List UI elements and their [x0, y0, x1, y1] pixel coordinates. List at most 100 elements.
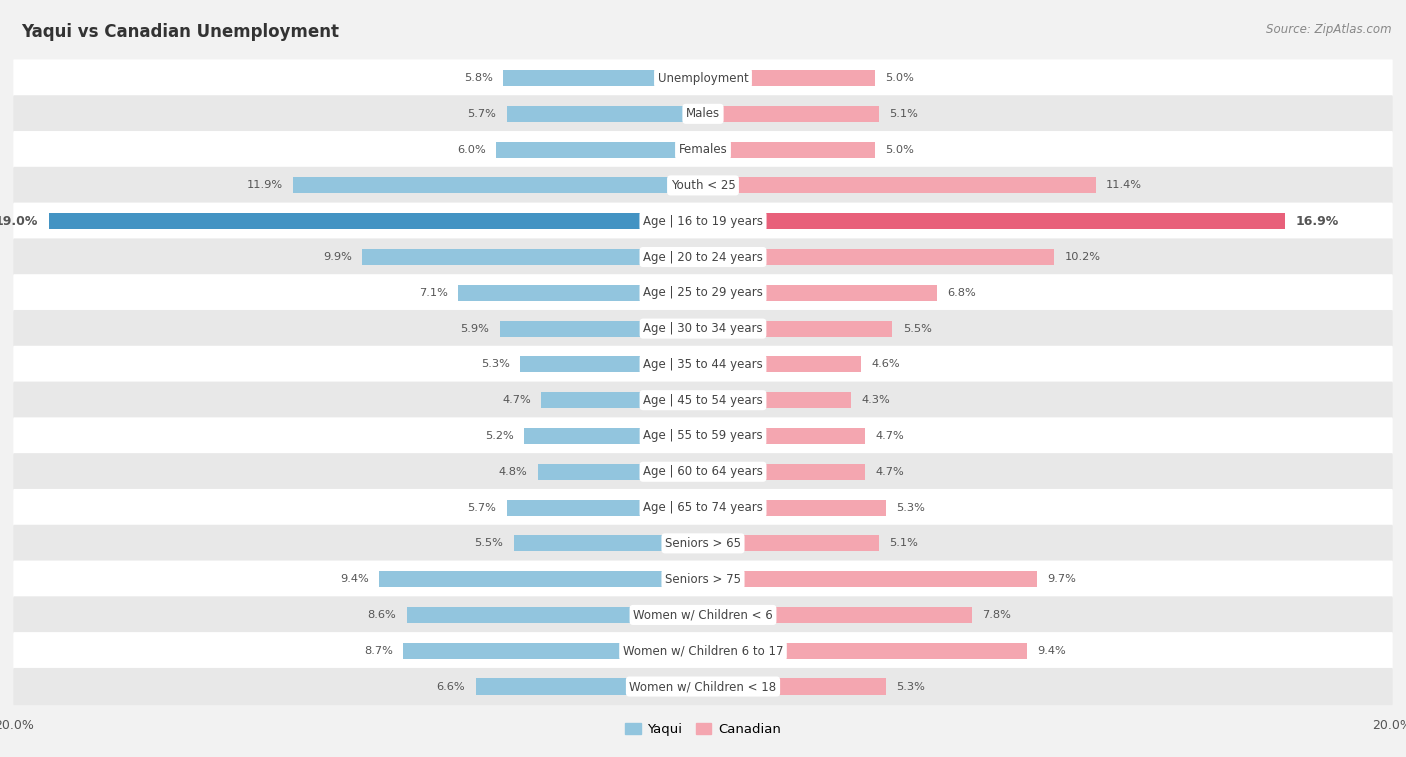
- Text: 5.5%: 5.5%: [903, 323, 932, 334]
- Bar: [703, 320, 893, 337]
- Text: 5.1%: 5.1%: [889, 538, 918, 548]
- FancyBboxPatch shape: [14, 668, 1392, 705]
- Bar: [406, 607, 703, 623]
- Text: 7.8%: 7.8%: [981, 610, 1011, 620]
- Bar: [703, 213, 1285, 229]
- FancyBboxPatch shape: [14, 95, 1392, 132]
- Text: 4.7%: 4.7%: [875, 431, 904, 441]
- FancyBboxPatch shape: [14, 203, 1392, 240]
- Bar: [703, 392, 851, 408]
- Bar: [703, 643, 1026, 659]
- Text: Women w/ Children 6 to 17: Women w/ Children 6 to 17: [623, 644, 783, 657]
- Bar: [703, 177, 1095, 194]
- Text: 5.5%: 5.5%: [474, 538, 503, 548]
- FancyBboxPatch shape: [14, 274, 1392, 311]
- Text: Source: ZipAtlas.com: Source: ZipAtlas.com: [1267, 23, 1392, 36]
- Bar: [458, 285, 703, 301]
- Text: 4.7%: 4.7%: [502, 395, 531, 405]
- Bar: [361, 249, 703, 265]
- Text: 8.7%: 8.7%: [364, 646, 392, 656]
- Bar: [503, 70, 703, 86]
- Bar: [703, 106, 879, 122]
- FancyBboxPatch shape: [14, 310, 1392, 347]
- Bar: [703, 464, 865, 480]
- Bar: [703, 607, 972, 623]
- Bar: [506, 500, 703, 516]
- Text: 9.7%: 9.7%: [1047, 574, 1077, 584]
- Text: Age | 35 to 44 years: Age | 35 to 44 years: [643, 358, 763, 371]
- Bar: [541, 392, 703, 408]
- Text: Males: Males: [686, 107, 720, 120]
- Text: 16.9%: 16.9%: [1295, 215, 1339, 228]
- Text: Age | 16 to 19 years: Age | 16 to 19 years: [643, 215, 763, 228]
- Text: Women w/ Children < 6: Women w/ Children < 6: [633, 609, 773, 621]
- Text: 6.8%: 6.8%: [948, 288, 976, 298]
- FancyBboxPatch shape: [14, 131, 1392, 168]
- Text: 9.4%: 9.4%: [340, 574, 368, 584]
- Legend: Yaqui, Canadian: Yaqui, Canadian: [620, 718, 786, 741]
- Bar: [524, 428, 703, 444]
- Text: 6.6%: 6.6%: [437, 681, 465, 692]
- Bar: [703, 357, 862, 372]
- Text: 9.9%: 9.9%: [323, 252, 352, 262]
- FancyBboxPatch shape: [14, 167, 1392, 204]
- FancyBboxPatch shape: [14, 560, 1392, 598]
- Text: 9.4%: 9.4%: [1038, 646, 1066, 656]
- Bar: [703, 285, 938, 301]
- Text: 5.7%: 5.7%: [467, 503, 496, 512]
- Bar: [703, 571, 1038, 587]
- Text: Seniors > 75: Seniors > 75: [665, 572, 741, 586]
- Text: 5.8%: 5.8%: [464, 73, 494, 83]
- Text: 4.8%: 4.8%: [499, 467, 527, 477]
- Text: 8.6%: 8.6%: [368, 610, 396, 620]
- Text: Unemployment: Unemployment: [658, 72, 748, 85]
- Text: 5.2%: 5.2%: [485, 431, 513, 441]
- FancyBboxPatch shape: [14, 489, 1392, 526]
- Text: Age | 55 to 59 years: Age | 55 to 59 years: [643, 429, 763, 443]
- Text: 5.3%: 5.3%: [481, 360, 510, 369]
- Text: 5.3%: 5.3%: [896, 503, 925, 512]
- Text: Women w/ Children < 18: Women w/ Children < 18: [630, 680, 776, 693]
- Text: 5.0%: 5.0%: [886, 145, 914, 154]
- FancyBboxPatch shape: [14, 632, 1392, 669]
- Text: Seniors > 65: Seniors > 65: [665, 537, 741, 550]
- Text: Age | 45 to 54 years: Age | 45 to 54 years: [643, 394, 763, 407]
- Bar: [703, 678, 886, 695]
- Text: Yaqui vs Canadian Unemployment: Yaqui vs Canadian Unemployment: [21, 23, 339, 41]
- Bar: [404, 643, 703, 659]
- Bar: [475, 678, 703, 695]
- Text: 6.0%: 6.0%: [457, 145, 486, 154]
- Text: 4.7%: 4.7%: [875, 467, 904, 477]
- Text: 4.3%: 4.3%: [862, 395, 890, 405]
- Text: 19.0%: 19.0%: [0, 215, 38, 228]
- Text: 5.3%: 5.3%: [896, 681, 925, 692]
- FancyBboxPatch shape: [14, 60, 1392, 97]
- FancyBboxPatch shape: [14, 238, 1392, 276]
- Bar: [499, 320, 703, 337]
- FancyBboxPatch shape: [14, 597, 1392, 634]
- Bar: [520, 357, 703, 372]
- Bar: [703, 535, 879, 551]
- Text: Age | 20 to 24 years: Age | 20 to 24 years: [643, 251, 763, 263]
- FancyBboxPatch shape: [14, 525, 1392, 562]
- FancyBboxPatch shape: [14, 453, 1392, 491]
- Text: 11.9%: 11.9%: [246, 180, 283, 191]
- Bar: [703, 70, 875, 86]
- Text: Age | 25 to 29 years: Age | 25 to 29 years: [643, 286, 763, 299]
- Bar: [380, 571, 703, 587]
- FancyBboxPatch shape: [14, 382, 1392, 419]
- Text: Youth < 25: Youth < 25: [671, 179, 735, 192]
- Text: Age | 60 to 64 years: Age | 60 to 64 years: [643, 466, 763, 478]
- Text: Age | 30 to 34 years: Age | 30 to 34 years: [643, 322, 763, 335]
- Bar: [496, 142, 703, 157]
- Text: Age | 65 to 74 years: Age | 65 to 74 years: [643, 501, 763, 514]
- Text: 10.2%: 10.2%: [1064, 252, 1101, 262]
- Text: 7.1%: 7.1%: [419, 288, 449, 298]
- Bar: [513, 535, 703, 551]
- Bar: [537, 464, 703, 480]
- Text: 11.4%: 11.4%: [1107, 180, 1142, 191]
- Bar: [292, 177, 703, 194]
- Bar: [506, 106, 703, 122]
- Text: 5.7%: 5.7%: [467, 109, 496, 119]
- Text: 5.1%: 5.1%: [889, 109, 918, 119]
